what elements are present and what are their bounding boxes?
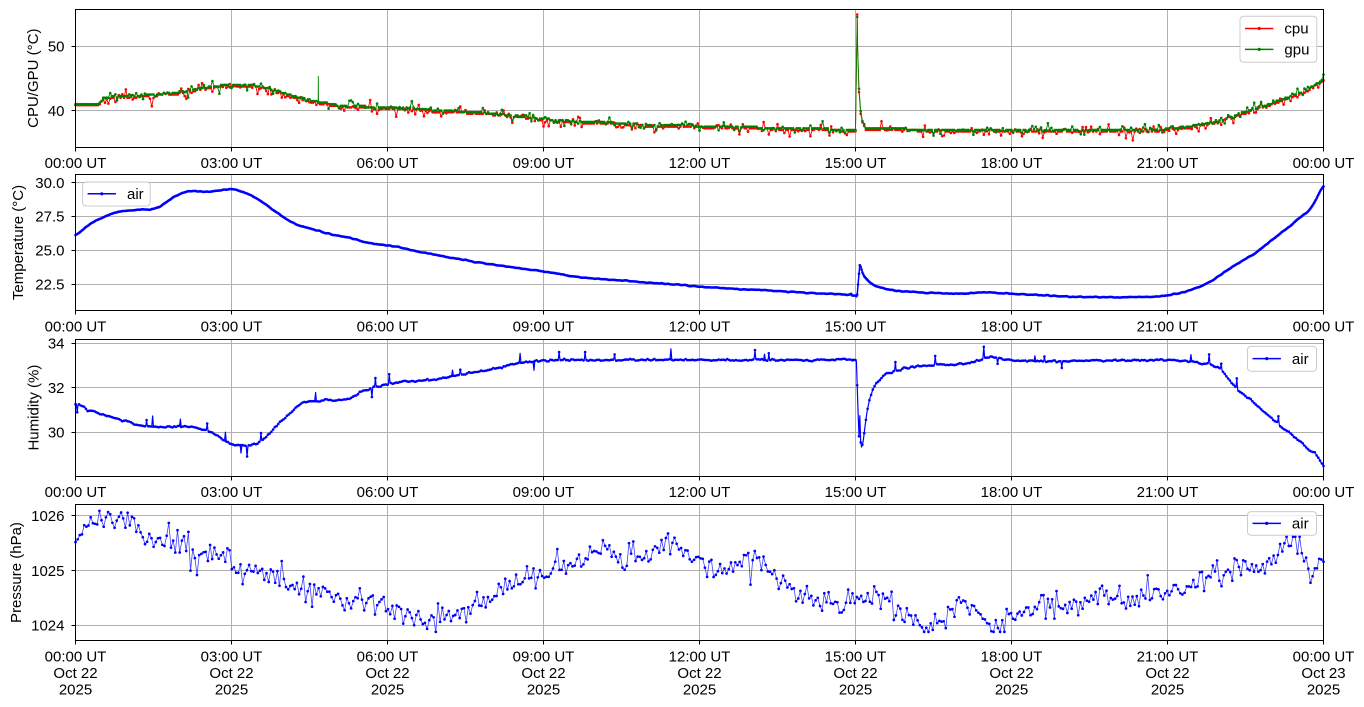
svg-text:2025: 2025 <box>371 682 404 699</box>
svg-text:18:00 UT: 18:00 UT <box>981 649 1043 666</box>
svg-text:21:00 UT: 21:00 UT <box>1137 649 1199 666</box>
svg-text:06:00 UT: 06:00 UT <box>357 155 419 172</box>
svg-text:00:00 UT: 00:00 UT <box>1293 319 1355 336</box>
svg-text:00:00 UT: 00:00 UT <box>45 649 107 666</box>
svg-text:03:00 UT: 03:00 UT <box>201 155 263 172</box>
svg-text:cpu: cpu <box>1284 21 1308 38</box>
svg-text:06:00 UT: 06:00 UT <box>357 319 419 336</box>
svg-text:32: 32 <box>48 380 65 397</box>
svg-text:09:00 UT: 09:00 UT <box>513 319 575 336</box>
svg-text:2025: 2025 <box>59 682 92 699</box>
svg-text:30.0: 30.0 <box>35 175 64 192</box>
svg-text:00:00 UT: 00:00 UT <box>45 484 107 501</box>
svg-text:2025: 2025 <box>839 682 872 699</box>
svg-text:Oct 22: Oct 22 <box>365 665 409 682</box>
svg-text:12:00 UT: 12:00 UT <box>669 649 731 666</box>
svg-text:15:00 UT: 15:00 UT <box>825 319 887 336</box>
svg-text:12:00 UT: 12:00 UT <box>669 155 731 172</box>
svg-text:15:00 UT: 15:00 UT <box>825 155 887 172</box>
svg-text:15:00 UT: 15:00 UT <box>825 484 887 501</box>
svg-text:00:00 UT: 00:00 UT <box>45 319 107 336</box>
svg-text:34: 34 <box>48 335 65 352</box>
svg-text:25.0: 25.0 <box>35 243 64 260</box>
svg-text:00:00 UT: 00:00 UT <box>1293 484 1355 501</box>
svg-text:18:00 UT: 18:00 UT <box>981 484 1043 501</box>
svg-text:21:00 UT: 21:00 UT <box>1137 484 1199 501</box>
svg-text:00:00 UT: 00:00 UT <box>1293 649 1355 666</box>
svg-text:1025: 1025 <box>31 563 64 580</box>
svg-text:03:00 UT: 03:00 UT <box>201 319 263 336</box>
svg-text:Pressure (hPa): Pressure (hPa) <box>8 522 25 623</box>
svg-text:2025: 2025 <box>995 682 1028 699</box>
svg-text:06:00 UT: 06:00 UT <box>357 649 419 666</box>
svg-text:1026: 1026 <box>31 508 64 525</box>
svg-text:Humidity (%): Humidity (%) <box>25 365 42 451</box>
svg-text:Oct 22: Oct 22 <box>209 665 253 682</box>
svg-text:Oct 22: Oct 22 <box>989 665 1033 682</box>
svg-text:2025: 2025 <box>527 682 560 699</box>
svg-text:22.5: 22.5 <box>35 276 64 293</box>
svg-text:09:00 UT: 09:00 UT <box>513 649 575 666</box>
svg-text:12:00 UT: 12:00 UT <box>669 319 731 336</box>
svg-text:09:00 UT: 09:00 UT <box>513 155 575 172</box>
svg-text:21:00 UT: 21:00 UT <box>1137 319 1199 336</box>
svg-text:Oct 22: Oct 22 <box>833 665 877 682</box>
svg-text:40: 40 <box>48 103 65 120</box>
svg-text:30: 30 <box>48 425 65 442</box>
svg-text:air: air <box>127 186 144 203</box>
svg-text:18:00 UT: 18:00 UT <box>981 155 1043 172</box>
svg-text:2025: 2025 <box>1151 682 1184 699</box>
svg-text:03:00 UT: 03:00 UT <box>201 484 263 501</box>
svg-text:1024: 1024 <box>31 618 64 635</box>
svg-text:Oct 22: Oct 22 <box>1145 665 1189 682</box>
svg-text:09:00 UT: 09:00 UT <box>513 484 575 501</box>
svg-text:gpu: gpu <box>1284 42 1309 59</box>
svg-text:Oct 22: Oct 22 <box>521 665 565 682</box>
svg-text:CPU/GPU (°C): CPU/GPU (°C) <box>25 29 42 128</box>
svg-text:50: 50 <box>48 39 65 56</box>
svg-text:18:00 UT: 18:00 UT <box>981 319 1043 336</box>
svg-text:21:00 UT: 21:00 UT <box>1137 155 1199 172</box>
svg-text:Oct 23: Oct 23 <box>1301 665 1345 682</box>
svg-text:03:00 UT: 03:00 UT <box>201 649 263 666</box>
svg-text:air: air <box>1292 516 1309 533</box>
svg-text:air: air <box>1292 351 1309 368</box>
svg-text:2025: 2025 <box>215 682 248 699</box>
svg-text:Oct 22: Oct 22 <box>677 665 721 682</box>
svg-text:15:00 UT: 15:00 UT <box>825 649 887 666</box>
svg-text:06:00 UT: 06:00 UT <box>357 484 419 501</box>
svg-text:Temperature (°C): Temperature (°C) <box>10 185 27 300</box>
svg-text:Oct 22: Oct 22 <box>53 665 97 682</box>
svg-text:12:00 UT: 12:00 UT <box>669 484 731 501</box>
svg-text:2025: 2025 <box>683 682 716 699</box>
svg-text:27.5: 27.5 <box>35 209 64 226</box>
svg-text:2025: 2025 <box>1307 682 1340 699</box>
svg-text:00:00 UT: 00:00 UT <box>45 155 107 172</box>
svg-text:00:00 UT: 00:00 UT <box>1293 155 1355 172</box>
